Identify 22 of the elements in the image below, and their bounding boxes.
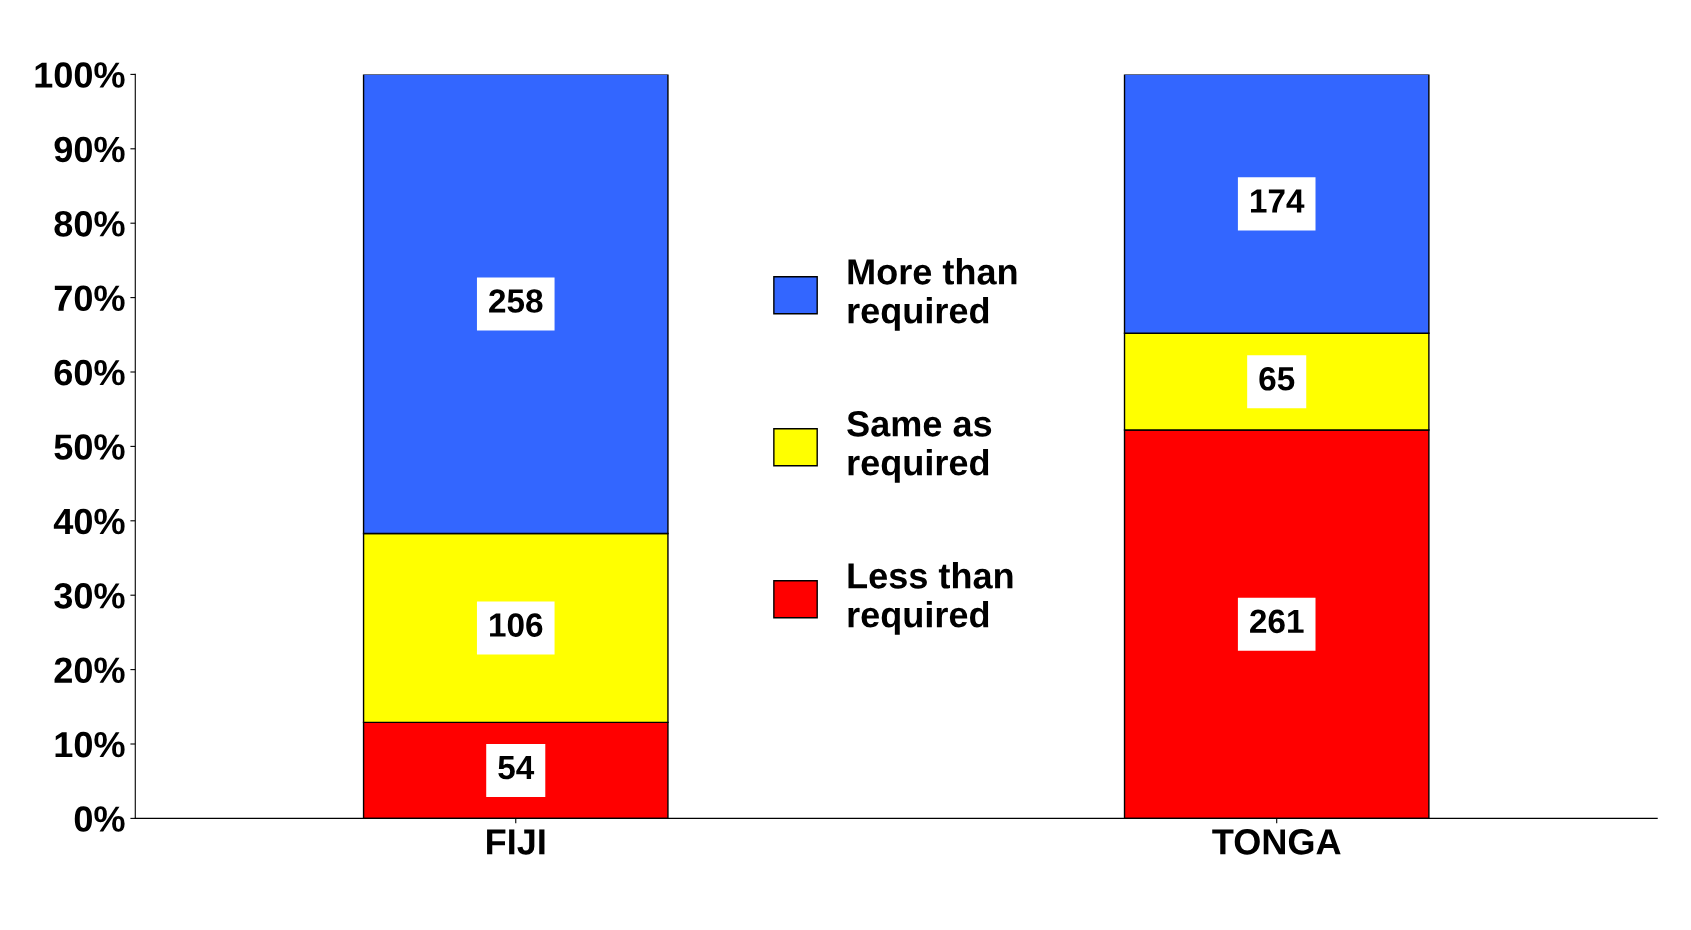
y-tick-label: 20% bbox=[54, 657, 125, 684]
legend-label: Less than required bbox=[848, 562, 1013, 635]
y-tick-label: 70% bbox=[54, 285, 125, 312]
y-tick-label: 30% bbox=[54, 583, 125, 609]
y-tick-label: 60% bbox=[54, 359, 125, 386]
annotation: 106 bbox=[490, 613, 543, 637]
y-tick-label: 100% bbox=[35, 62, 125, 88]
y-tick-label: 80% bbox=[54, 211, 125, 237]
legend-label: Same as required bbox=[847, 411, 992, 483]
x-tick-label: TONGA bbox=[1212, 829, 1341, 855]
y-tick-label: 90% bbox=[54, 136, 125, 163]
legend-label: More than required bbox=[848, 258, 1017, 331]
x-tick-label: FIJI bbox=[487, 829, 545, 855]
annotation: 65 bbox=[1259, 367, 1295, 391]
annotation: 261 bbox=[1250, 609, 1304, 634]
y-tick-label: 10% bbox=[55, 731, 125, 758]
y-tick-label: 40% bbox=[53, 508, 125, 535]
annotation: 54 bbox=[498, 756, 535, 780]
y-tick-label: 0% bbox=[74, 806, 125, 832]
annotation: 174 bbox=[1251, 189, 1305, 213]
annotation: 258 bbox=[489, 289, 543, 313]
y-tick-label: 50% bbox=[54, 434, 125, 460]
